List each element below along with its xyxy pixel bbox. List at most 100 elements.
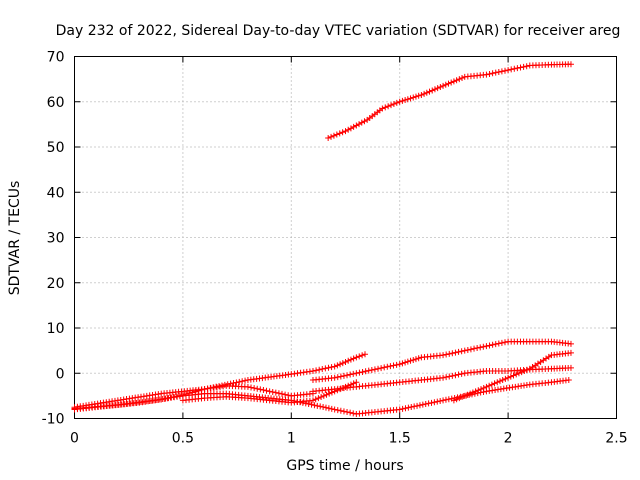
data-point <box>440 82 447 89</box>
data-point <box>455 371 462 378</box>
data-point <box>402 97 409 104</box>
series-sat-f <box>309 338 574 384</box>
data-point <box>382 104 389 111</box>
data-point <box>340 372 347 379</box>
data-point <box>515 370 522 377</box>
data-point <box>342 128 349 135</box>
series-sat-d <box>179 379 360 406</box>
data-point <box>478 386 484 393</box>
data-point <box>488 381 495 388</box>
data-point <box>311 402 318 409</box>
data-point <box>339 360 346 367</box>
data-point <box>378 365 385 372</box>
data-point <box>494 379 501 386</box>
data-point <box>371 366 378 373</box>
data-point <box>464 346 471 353</box>
x-tick-labels: 0 0.5 1 1.5 2 2.5 <box>70 431 628 447</box>
data-point <box>322 404 329 411</box>
data-point <box>445 396 452 403</box>
data-point <box>390 362 397 369</box>
data-point <box>565 377 572 384</box>
data-point <box>517 64 524 71</box>
data-point <box>440 374 447 381</box>
data-point <box>431 86 438 93</box>
series-sat-a <box>71 351 369 411</box>
data-point <box>486 382 493 389</box>
data-point <box>434 85 441 92</box>
data-point <box>410 94 417 101</box>
data-point <box>455 348 462 355</box>
data-point <box>405 404 412 411</box>
data-point <box>511 65 518 72</box>
data-point <box>309 367 316 374</box>
data-point <box>254 385 261 392</box>
data-point <box>471 345 478 352</box>
data-point <box>337 373 344 380</box>
series-sat-c <box>71 377 572 417</box>
data-point <box>388 102 395 109</box>
data-point <box>275 390 282 397</box>
data-point <box>567 61 574 68</box>
data-point <box>365 367 372 374</box>
x-tick-label: 1.5 <box>389 431 411 447</box>
data-point <box>446 373 453 380</box>
data-point <box>567 340 574 347</box>
y-tick-label: 0 <box>56 366 65 382</box>
data-point <box>414 402 421 409</box>
data-point <box>456 395 463 402</box>
data-point <box>498 339 505 346</box>
data-point <box>505 374 512 381</box>
data-point <box>282 391 289 398</box>
data-point <box>328 405 335 412</box>
data-point <box>489 70 496 77</box>
data-point <box>523 63 530 70</box>
data-point <box>239 378 246 385</box>
data-point <box>467 346 474 353</box>
data-point <box>260 387 267 394</box>
data-point <box>399 97 406 104</box>
data-point <box>499 377 506 384</box>
data-point <box>510 372 517 379</box>
data-point <box>418 91 425 98</box>
data-point <box>518 369 525 376</box>
data-point <box>266 388 273 395</box>
data-point <box>521 367 528 374</box>
data-point <box>492 341 499 348</box>
data-point <box>350 123 357 130</box>
data-point <box>344 409 351 416</box>
data-point <box>350 410 357 417</box>
data-point <box>269 388 276 395</box>
data-point <box>483 343 490 350</box>
data-point <box>458 348 465 355</box>
data-point <box>449 372 456 379</box>
data-point <box>475 387 482 394</box>
y-tick-label: 20 <box>47 276 65 292</box>
data-point <box>356 353 363 360</box>
data-point <box>474 345 481 352</box>
x-tick-label: 2.5 <box>605 431 627 447</box>
data-point <box>334 362 341 369</box>
data-point <box>459 74 466 81</box>
data-point <box>328 133 335 140</box>
data-point <box>233 379 240 386</box>
data-point <box>345 357 352 364</box>
data-point <box>402 405 409 412</box>
data-point <box>505 67 512 74</box>
data-point <box>428 399 435 406</box>
series-sat-high <box>325 61 574 141</box>
data-point <box>452 349 459 356</box>
data-point <box>415 92 422 99</box>
data-point <box>492 69 499 76</box>
data-point <box>520 63 527 70</box>
data-point <box>412 356 419 363</box>
data-point <box>450 397 457 404</box>
data-point <box>443 351 450 358</box>
chart-title: Day 232 of 2022, Sidereal Day-to-day VTE… <box>56 23 621 39</box>
data-point <box>508 66 515 73</box>
y-tick-labels: -10 0 10 20 30 40 50 60 70 <box>42 50 65 428</box>
data-point <box>458 370 465 377</box>
data-point <box>459 394 466 401</box>
data-point <box>477 344 484 351</box>
data-point <box>425 400 432 407</box>
data-point <box>440 352 447 359</box>
